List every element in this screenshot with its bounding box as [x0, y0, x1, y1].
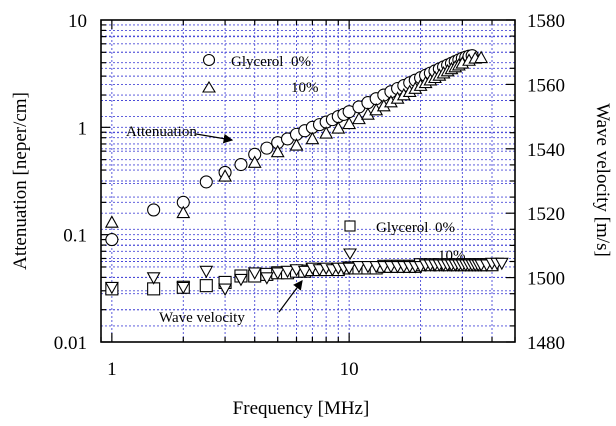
data-point-square: [199, 279, 213, 293]
data-point-triangle-down: [247, 267, 262, 280]
y-right-tick-label: 1520: [527, 204, 565, 225]
y-left-tick-label: 0.1: [63, 226, 87, 247]
y-left-tick-label: 1: [78, 118, 88, 139]
data-point-triangle-down: [270, 267, 285, 280]
data-point-triangle-up: [289, 138, 304, 151]
legend-velocity-entry-0: 0%: [435, 220, 455, 236]
x-tick-label: 1: [107, 359, 117, 380]
data-point-triangle-down: [352, 260, 366, 274]
data-point-triangle-down: [199, 265, 214, 279]
data-point-triangle-up: [270, 144, 285, 158]
legend-square-marker: [344, 220, 356, 232]
y-axis-left-label: Attenuation [neper/cm]: [10, 92, 31, 270]
legend-attenuation-entry-0: 0%: [291, 54, 311, 70]
data-point-triangle-down: [280, 265, 295, 279]
data-point-circle: [105, 233, 119, 247]
data-point-triangle-up: [342, 116, 357, 130]
ticks-layer: [100, 19, 516, 343]
data-point-triangle-up: [474, 50, 489, 64]
annotation-wave-velocity-arrow: [278, 280, 303, 313]
data-point-circle: [199, 175, 213, 189]
data-point-triangle-down: [494, 257, 509, 271]
data-point-triangle-down: [259, 272, 274, 285]
data-point-triangle-down: [342, 262, 357, 276]
data-point-circle: [234, 158, 248, 172]
data-point-triangle-up: [319, 126, 334, 139]
points-layer: [104, 49, 509, 297]
y-right-tick-label: 1480: [527, 333, 565, 354]
legend-circle-marker: [202, 53, 216, 67]
annotation-attenuation-arrow: [195, 133, 234, 144]
data-point-circle: [260, 141, 274, 155]
annotation-wave-velocity: Wave velocity: [159, 310, 245, 326]
data-point-triangle-down: [297, 265, 312, 279]
legend-attenuation-entry-1: 10%: [291, 80, 319, 96]
data-point-triangle-up: [218, 169, 233, 182]
x-tick-label: 10: [340, 359, 359, 380]
y-left-tick-label: 10: [68, 11, 87, 32]
annotation-attenuation: Attenuation: [126, 124, 197, 140]
legend-attenuation: Glycerol 0% 10%: [202, 53, 319, 96]
data-point-triangle-down: [176, 281, 191, 295]
data-point-triangle-down: [218, 283, 233, 297]
y-right-tick-label: 1560: [527, 75, 565, 96]
data-point-triangle-down: [146, 272, 161, 285]
tick-labels-layer: 1 10 0.01 0.1 1 10 1480 1500 1520 1540 1560 1580: [54, 11, 565, 380]
legend-velocity-entry-1: 10%: [438, 248, 466, 264]
y-right-tick-label: 1500: [527, 269, 565, 290]
y-right-tick-label: 1540: [527, 140, 565, 161]
data-point-triangle-down: [104, 281, 119, 295]
data-point-triangle-up: [305, 131, 320, 145]
data-point-triangle-up: [104, 215, 119, 228]
x-axis-label: Frequency [MHz]: [233, 398, 370, 419]
legend-triangle-up-marker: [202, 80, 216, 93]
data-point-triangle-down: [234, 273, 248, 287]
data-point-triangle-up: [176, 205, 191, 219]
y-right-tick-label: 1580: [527, 11, 565, 32]
y-axis-right-label: Wave velocity [m/s]: [592, 103, 613, 257]
data-point-triangle-up: [331, 121, 346, 134]
y-left-tick-label: 0.01: [54, 333, 87, 354]
legend-velocity-title: Glycerol: [376, 220, 428, 236]
data-point-triangle-up: [247, 155, 262, 168]
legend-attenuation-title: Glycerol: [231, 54, 283, 70]
legend-velocity: Glycerol 0% 10%: [343, 220, 466, 264]
data-point-triangle-down: [360, 260, 375, 274]
legend-triangle-down-marker: [343, 248, 357, 261]
data-point-circle: [147, 203, 161, 217]
